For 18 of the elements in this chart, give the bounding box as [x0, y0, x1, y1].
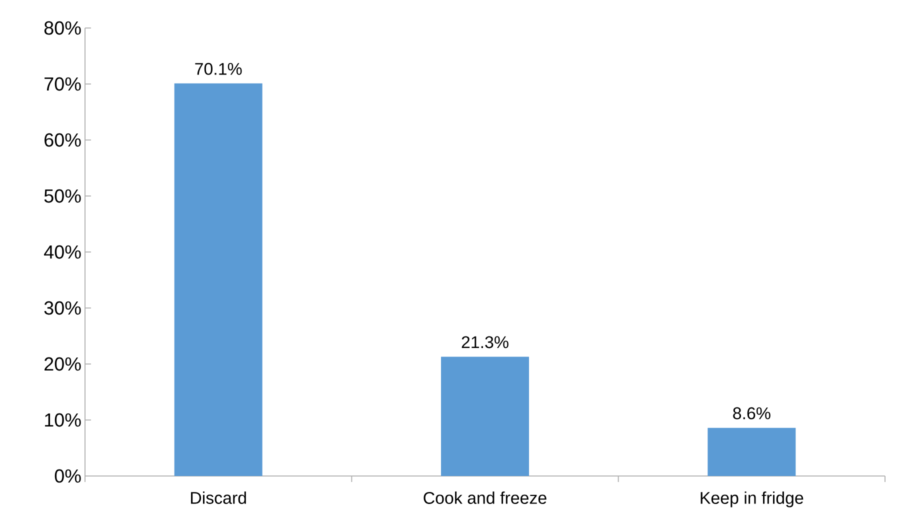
y-tick-label: 20% — [44, 357, 81, 371]
x-tick-label: Cook and freeze — [424, 492, 546, 504]
data-label: 21.3% — [462, 336, 508, 348]
y-tick-label: 10% — [45, 413, 81, 427]
data-label: 70.1% — [195, 62, 242, 75]
data-label: 8.6% — [733, 407, 770, 420]
y-tick-label: 0% — [54, 469, 81, 483]
x-tick-label: Discard — [191, 492, 246, 504]
bar — [174, 83, 262, 476]
y-tick-label: 60% — [44, 133, 81, 147]
y-tick-label: 80% — [44, 21, 81, 35]
bar — [708, 428, 796, 476]
y-tick-label: 70% — [44, 77, 81, 91]
y-tick-label: 30% — [44, 301, 81, 315]
y-tick-label: 50% — [44, 189, 81, 203]
x-tick-label: Keep in fridge — [700, 492, 804, 508]
y-tick-label: 40% — [44, 245, 81, 259]
bar — [441, 356, 530, 476]
